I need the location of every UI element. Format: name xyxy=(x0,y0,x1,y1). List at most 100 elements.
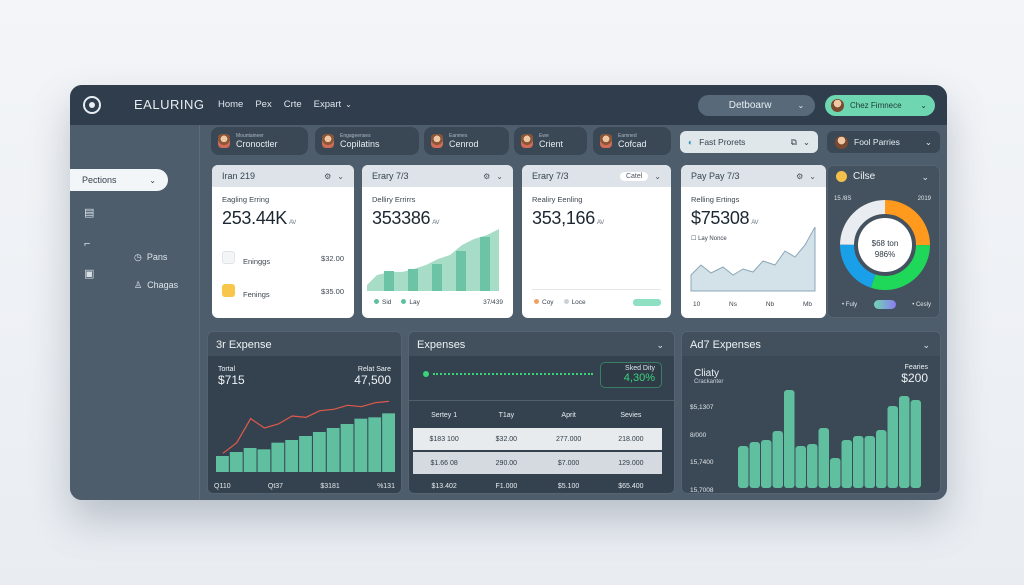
crop-icon[interactable]: ⌐ xyxy=(84,238,91,250)
settings-icon[interactable]: ⚙ xyxy=(796,171,804,181)
fast-prorets-select[interactable]: ◐ Fast Prorets ⧉ ⌄ xyxy=(680,131,818,153)
legend-label: Sid xyxy=(382,299,392,306)
stat-card-realiry: Erary 7/3 Catel ⌄ Realiry Eenling 353,16… xyxy=(522,165,671,318)
user-menu[interactable]: Chez Fimnece ⌄ xyxy=(825,95,935,116)
column-header[interactable]: Sertey 1 xyxy=(431,411,458,419)
nav-home[interactable]: Home xyxy=(218,99,244,110)
sidebar-item-label: Pans xyxy=(146,252,168,262)
chip-copilatins[interactable]: Engageenses Copilatins xyxy=(315,127,419,155)
table-cell: 218.000 xyxy=(618,435,644,443)
table-cell: $65.400 xyxy=(618,482,644,490)
progress-knob[interactable] xyxy=(423,371,429,377)
sidebar-item-chagas[interactable]: ♙ Chagas xyxy=(134,280,178,291)
stat-value: 47,500 xyxy=(354,373,391,387)
chart-legend: Sid Lay 37/439 xyxy=(374,299,503,306)
chip-crient[interactable]: Ewe Crient xyxy=(514,127,587,155)
stat-label: Cliaty xyxy=(694,368,720,379)
settings-icon[interactable]: ⚙ xyxy=(324,171,332,181)
chart-bar xyxy=(480,237,490,291)
nav-crte[interactable]: Crte xyxy=(283,99,302,110)
card-subtitle: Relling Ertings xyxy=(691,195,740,204)
legend-dot xyxy=(563,299,569,304)
sidebar-item-pans[interactable]: ◷ Pans xyxy=(134,252,167,263)
area-chart xyxy=(367,229,499,291)
brand-name: EALURING xyxy=(134,97,205,112)
app-window: EALURING Home Pex Crte Expart ⌄ Detboarw … xyxy=(70,85,947,500)
tick-label: Q110 xyxy=(214,483,231,490)
chart-bar xyxy=(257,449,271,472)
chart-bar xyxy=(299,436,312,472)
chart-bar xyxy=(818,428,829,488)
globe-icon: ◐ xyxy=(688,137,694,147)
chart-bar xyxy=(432,264,442,291)
card-header: Erary 7/3 ⚙ ⌄ xyxy=(362,165,513,187)
card-unit: AV xyxy=(596,220,604,226)
nav-expart-label: Expart xyxy=(313,99,342,110)
table-row[interactable]: $1.66 08 290.00 $7.000 129.000 xyxy=(413,452,662,474)
chevron-down-icon[interactable]: ⌄ xyxy=(654,171,661,181)
card-note-text: Lay Nonce xyxy=(698,236,727,242)
sections-select[interactable]: Pections ⌄ xyxy=(70,169,168,191)
card-unit: AV xyxy=(751,220,759,226)
table-row[interactable]: $13.402 F1.000 $5.100 $65.400 xyxy=(413,475,662,493)
legend-toggle[interactable] xyxy=(873,300,896,309)
chevron-down-icon[interactable]: ⌄ xyxy=(922,340,930,350)
card-title: Pay Pay 7/3 xyxy=(691,171,740,181)
chevron-down-icon[interactable]: ⌄ xyxy=(496,171,503,181)
top-nav: Home Pex Crte Expart ⌄ xyxy=(218,99,352,110)
chart-bar xyxy=(864,436,875,488)
chevron-down-icon[interactable]: ⌄ xyxy=(809,171,816,181)
row-value: $35.00 xyxy=(321,287,344,296)
panel-expenses-table: Expenses ⌄ Sked Dity 4,30% Sertey 1 T1ay… xyxy=(408,331,675,494)
column-header[interactable]: T1ay xyxy=(498,411,515,419)
document-icon[interactable]: ▤ xyxy=(84,207,95,219)
table-row[interactable]: $183 100 $32.00 277.000 218.000 xyxy=(413,428,662,450)
badge-value: 4,30% xyxy=(623,372,655,384)
chip-cenrod[interactable]: Eanmes Cenrod xyxy=(424,127,509,155)
nav-expart[interactable]: Expart ⌄ xyxy=(314,99,352,110)
card-badge[interactable]: Catel xyxy=(619,171,649,181)
card-note: ☐ Lay Nonce xyxy=(691,235,816,242)
legend-label: Cesly xyxy=(915,301,931,308)
table-cell: 290.00 xyxy=(495,459,518,467)
card-value-text: 253.44K xyxy=(222,208,287,228)
donut-slice xyxy=(840,200,930,290)
coin-icon xyxy=(222,284,235,297)
nav-pex[interactable]: Pex xyxy=(255,99,272,110)
legend-label: Lay xyxy=(409,299,420,306)
card-unit: AV xyxy=(432,220,440,226)
fool-parries-label: Fool Parries xyxy=(854,137,900,147)
chevron-down-icon[interactable]: ⌄ xyxy=(656,340,664,350)
dashboard-select[interactable]: Detboarw ⌄ xyxy=(698,95,815,116)
divider xyxy=(532,289,661,290)
chip-cofcad[interactable]: Eamned Cofcad xyxy=(593,127,671,155)
fool-parries-select[interactable]: Fool Parries ⌄ xyxy=(827,131,940,153)
x-axis: 10 Ns Nb Mb xyxy=(693,301,812,308)
stat-card-delivery: Erary 7/3 ⚙ ⌄ Delliry Errirrs 353386 AV Si… xyxy=(362,165,513,318)
table-header: Sertey 1 T1ay Aprit Sevies xyxy=(413,404,662,426)
coin-icon xyxy=(836,171,847,182)
chart-bar xyxy=(795,446,806,488)
tick-label: $3181 xyxy=(320,483,340,490)
progress-track xyxy=(423,371,593,377)
table-cell: 129.000 xyxy=(618,459,644,467)
chart-bar xyxy=(216,456,229,472)
chart-legend: Coy Loce xyxy=(534,299,661,306)
expense-bar-chart xyxy=(738,390,921,488)
column-header[interactable]: Sevies xyxy=(620,411,642,419)
tick-label: %131 xyxy=(377,483,395,490)
chart-bar xyxy=(368,417,382,472)
legend-toggle[interactable] xyxy=(633,299,661,306)
box-icon[interactable]: ▣ xyxy=(84,268,95,280)
chip-cronoctler[interactable]: Mountaineer Cronoctler xyxy=(211,127,308,155)
column-header[interactable]: Aprit xyxy=(561,411,576,419)
chart-bar xyxy=(354,418,368,472)
chevron-down-icon[interactable]: ⌄ xyxy=(337,171,344,181)
logo-icon[interactable] xyxy=(83,96,101,114)
panel-ad7-expenses: Ad7 Expenses ⌄ Cliaty Crackanter Fearies… xyxy=(681,331,941,494)
stat-label: Relat Sare xyxy=(357,366,391,373)
panel-title: Ad7 Expenses xyxy=(690,339,761,351)
sidebar: Pections ⌄ ▤ ⌐ ▣ ◷ Pans ♙ Chagas xyxy=(70,125,200,500)
chevron-down-icon[interactable]: ⌄ xyxy=(921,172,929,182)
settings-icon[interactable]: ⚙ xyxy=(483,171,491,181)
